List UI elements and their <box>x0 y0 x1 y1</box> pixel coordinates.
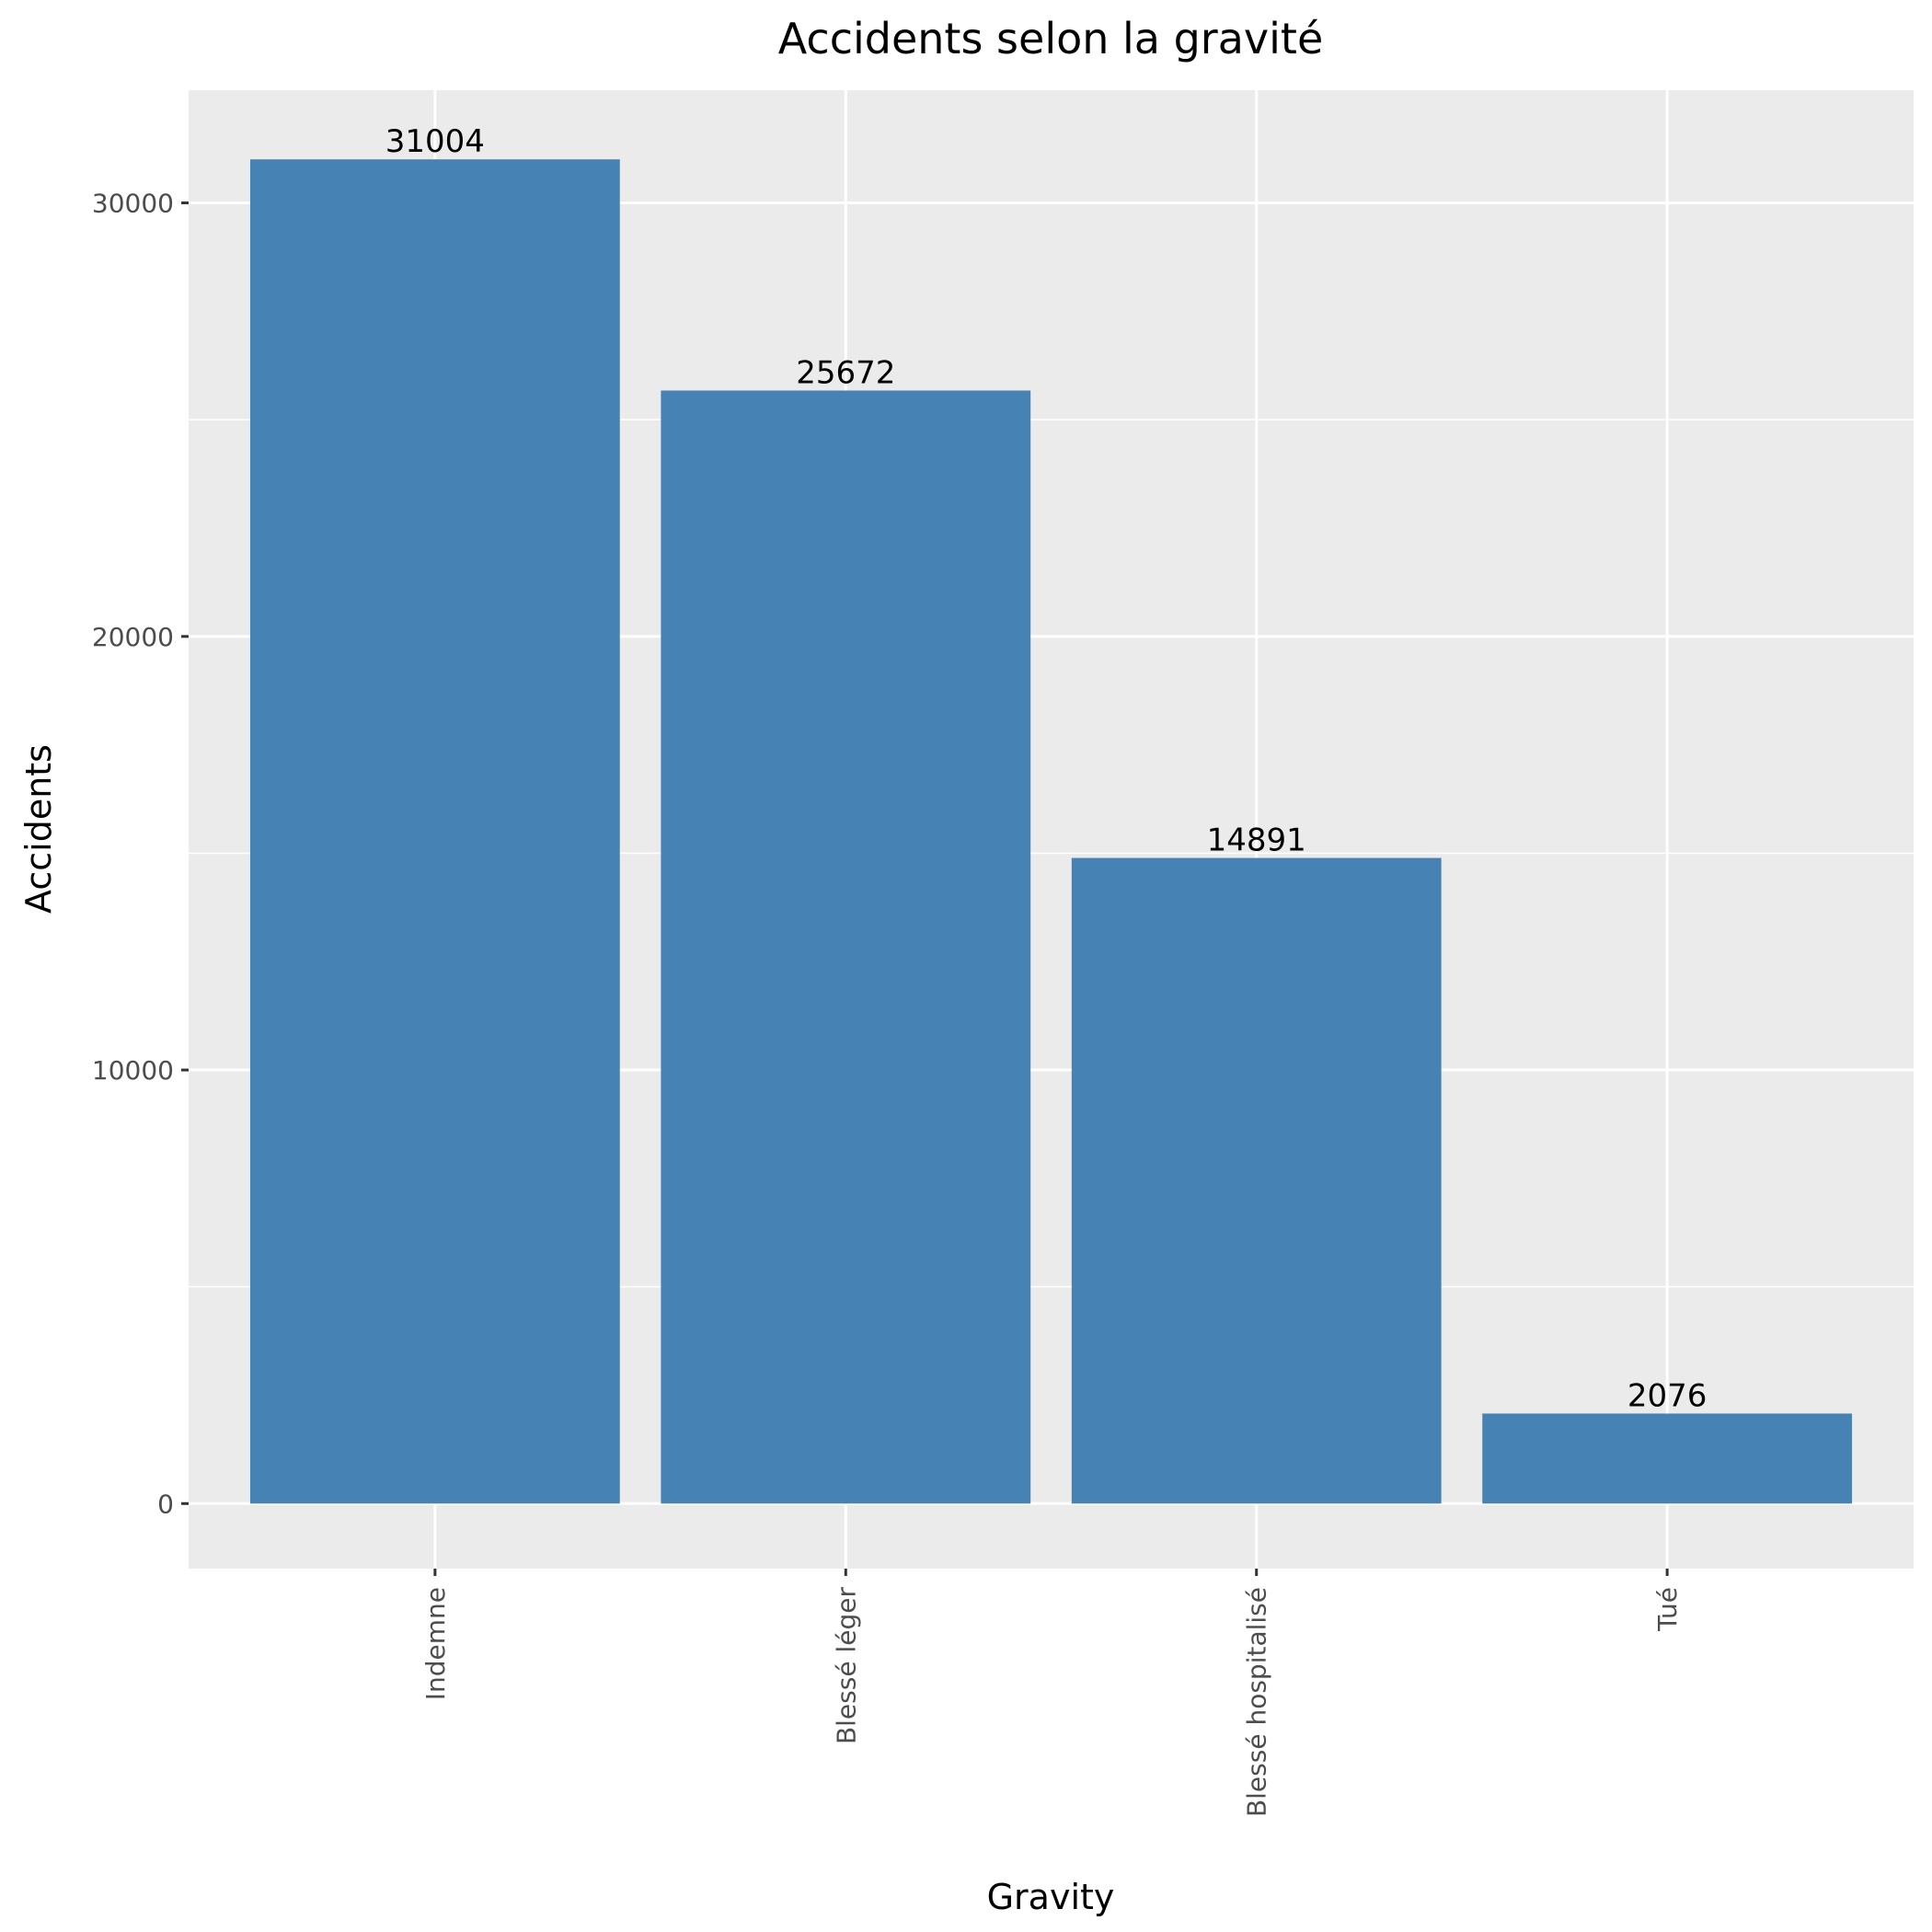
chart-title: Accidents selon la gravité <box>778 14 1324 63</box>
y-tick-label: 20000 <box>92 622 174 652</box>
x-axis-title: Gravity <box>987 1877 1115 1917</box>
bars <box>249 159 1853 1504</box>
y-tick-label: 10000 <box>92 1055 174 1086</box>
x-tick-label: Tué <box>1652 1587 1683 1632</box>
bar <box>249 159 620 1504</box>
x-tick-label: Blessé léger <box>831 1587 861 1745</box>
x-axis: Indemne Blessé léger Blessé hospitalisé Tué <box>420 1569 1683 1817</box>
bar-data-label: 14891 <box>1207 822 1306 859</box>
y-tick-label: 0 <box>157 1489 174 1519</box>
y-axis-title: Accidents <box>18 744 59 914</box>
bar-data-label: 31004 <box>385 123 485 160</box>
bar <box>1482 1413 1853 1504</box>
data-labels: 31004 25672 14891 2076 <box>385 123 1708 1414</box>
bar-data-label: 2076 <box>1627 1377 1708 1414</box>
bar <box>1071 857 1442 1504</box>
bar <box>661 390 1031 1504</box>
x-tick-label: Indemne <box>420 1587 451 1700</box>
x-tick-label: Blessé hospitalisé <box>1242 1587 1272 1817</box>
y-axis: 0 10000 20000 30000 <box>92 189 189 1519</box>
bar-data-label: 25672 <box>796 354 895 391</box>
y-tick-label: 30000 <box>92 189 174 219</box>
